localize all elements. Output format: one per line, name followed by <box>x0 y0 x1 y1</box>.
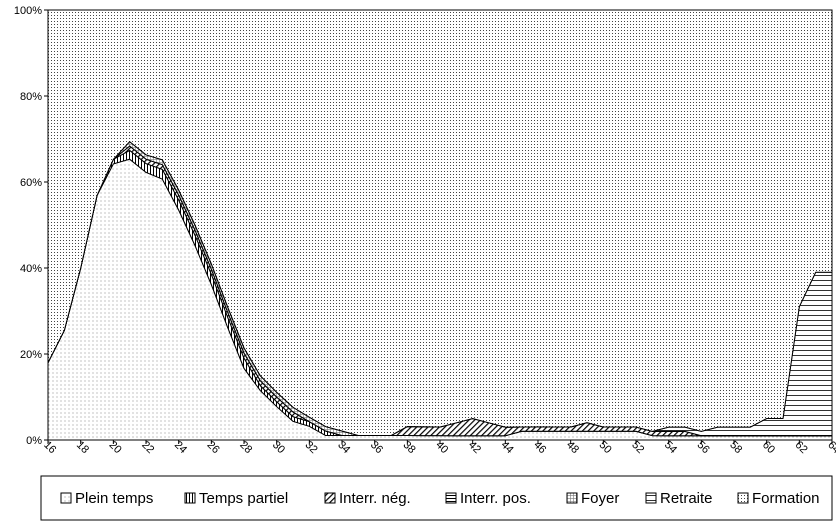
y-tick-label: 40% <box>20 263 42 275</box>
y-tick-label: 0% <box>26 435 42 447</box>
area-formation <box>47 9 833 437</box>
x-tick-label: 20 <box>107 439 124 456</box>
legend-swatch-retraite <box>645 492 657 504</box>
x-tick-label: 32 <box>303 439 320 456</box>
legend-swatch-foyer <box>566 492 578 504</box>
x-tick-label: 16 <box>41 439 58 456</box>
legend-label-foyer: Foyer <box>581 490 619 507</box>
x-tick-label: 56 <box>695 439 712 456</box>
legend-swatch-formation <box>737 492 749 504</box>
x-tick-label: 28 <box>237 439 254 456</box>
x-tick-label: 60 <box>760 439 777 456</box>
x-tick-label: 54 <box>662 439 679 456</box>
x-tick-label: 52 <box>629 439 646 456</box>
y-tick-label: 60% <box>20 177 42 189</box>
x-tick-label: 42 <box>466 439 483 456</box>
legend-swatch-plein-temps <box>60 492 72 504</box>
y-tick-label: 80% <box>20 91 42 103</box>
legend-label-interr-pos: Interr. pos. <box>460 490 531 507</box>
x-tick-label: 18 <box>74 439 91 456</box>
x-tick-label: 24 <box>172 439 189 456</box>
x-tick-label: 62 <box>793 439 810 456</box>
legend-box <box>40 475 833 521</box>
legend-label-interr-neg: Interr. nég. <box>339 490 411 507</box>
legend-label-formation: Formation <box>752 490 820 507</box>
legend: Plein temps Temps partiel Interr. nég. Inte… <box>40 475 833 521</box>
x-tick-label: 44 <box>499 439 516 456</box>
legend-swatch-interr-neg <box>324 492 336 504</box>
legend-label-plein-temps: Plein temps <box>75 490 153 507</box>
x-tick-label: 34 <box>335 439 352 456</box>
legend-swatch-interr-pos <box>445 492 457 504</box>
x-tick-label: 64 <box>825 439 836 456</box>
x-tick-label: 38 <box>401 439 418 456</box>
x-tick-label: 46 <box>531 439 548 456</box>
y-axis-labels: 0% 20% 40% 60% 80% 100% <box>14 5 42 447</box>
x-tick-label: 36 <box>368 439 385 456</box>
y-tick-label: 20% <box>20 349 42 361</box>
x-tick-label: 50 <box>597 439 614 456</box>
legend-label-retraite: Retraite <box>660 490 713 507</box>
axes <box>44 9 833 444</box>
x-tick-label: 26 <box>205 439 222 456</box>
x-tick-label: 48 <box>564 439 581 456</box>
series-areas <box>47 9 833 441</box>
legend-label-temps-partiel: Temps partiel <box>199 490 288 507</box>
x-tick-label: 40 <box>433 439 450 456</box>
x-axis-labels: 16 18 20 22 24 26 28 30 32 34 36 38 40 42 44 46 48 50 52 54… <box>41 439 836 456</box>
x-tick-label: 30 <box>270 439 287 456</box>
legend-swatch-temps-partiel <box>184 492 196 504</box>
y-tick-label: 100% <box>14 5 42 17</box>
x-tick-label: 58 <box>727 439 744 456</box>
x-tick-label: 22 <box>139 439 156 456</box>
